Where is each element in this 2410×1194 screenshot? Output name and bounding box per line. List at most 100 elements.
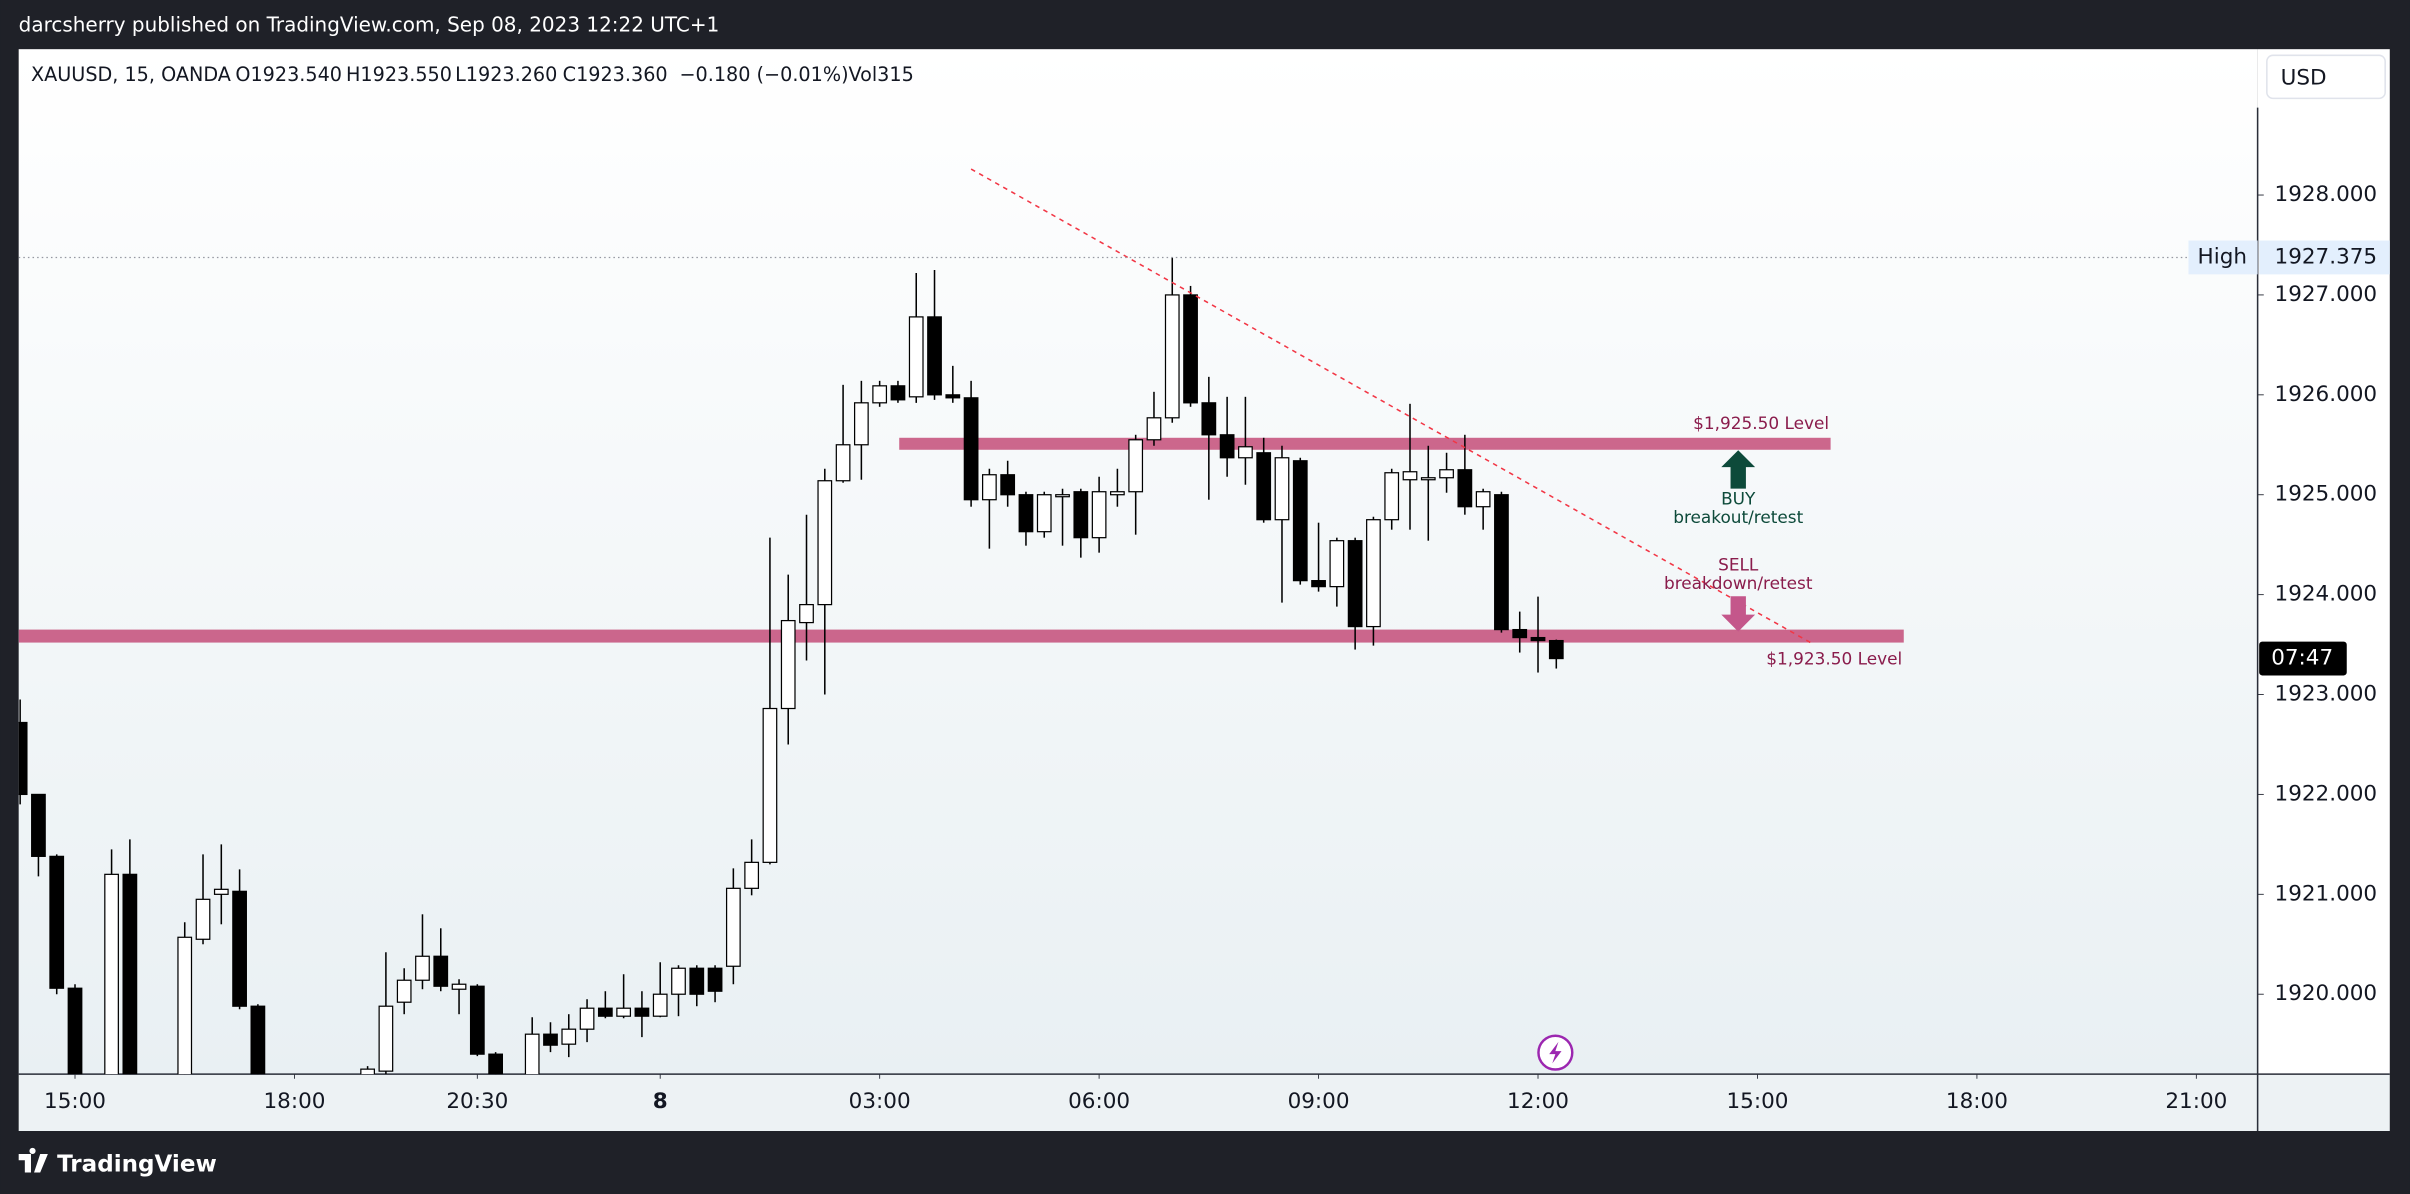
candle-body [1475, 491, 1491, 508]
candle-body [1238, 446, 1253, 459]
candle-body [1512, 628, 1528, 639]
candle-body [1530, 636, 1546, 642]
candle-body [1219, 434, 1235, 459]
candle-body [908, 316, 924, 398]
candle-body [378, 1005, 394, 1072]
legend-item: Vol315 [848, 63, 913, 86]
y-tick-label: 1922.000 [2275, 781, 2378, 806]
candle-body [945, 394, 961, 399]
x-tick-label: 15:00 [1726, 1089, 1788, 1114]
y-tick-label: 1928.000 [2275, 182, 2378, 207]
candle-body [104, 873, 119, 1075]
candle-body [524, 1033, 540, 1075]
sell-arrow [1721, 596, 1756, 632]
candle-body [360, 1068, 375, 1075]
x-tick-label: 20:30 [446, 1089, 508, 1114]
candle-body [1201, 402, 1217, 436]
publish-info: darcsherry published on TradingView.com,… [19, 13, 720, 37]
candle-body [1548, 639, 1564, 660]
candle-body [597, 1007, 613, 1017]
candle-body [1000, 474, 1016, 496]
candle-body [1347, 540, 1363, 628]
candle-body [652, 993, 668, 1017]
candle-body [1311, 580, 1326, 588]
candle-body [1256, 452, 1272, 521]
y-tick-label: 1925.000 [2275, 482, 2378, 507]
buy-arrow [1721, 450, 1756, 489]
candle-body [872, 385, 888, 404]
candle-body [799, 603, 814, 624]
candle-body [762, 707, 778, 863]
candle-body [415, 955, 430, 981]
candle-body [671, 967, 686, 995]
legend-item: O1923.540 [235, 63, 342, 86]
candle-body [1110, 491, 1125, 496]
x-tick-label: 06:00 [1068, 1089, 1130, 1114]
candle-body [1128, 439, 1144, 493]
candle-body [707, 967, 723, 992]
countdown: 07:47 [2271, 646, 2333, 671]
level-zone [899, 437, 1831, 450]
candle-body [1055, 494, 1070, 498]
candle-body [451, 983, 467, 990]
signal-subtitle: breakout/retest [1673, 507, 1803, 527]
candle-body [634, 1007, 650, 1017]
x-tick-label: 21:00 [2165, 1089, 2227, 1114]
legend-item: C1923.360 [563, 63, 668, 86]
y-tick-label: 1920.000 [2275, 981, 2378, 1006]
candle-body [982, 474, 997, 501]
legend-symbol: XAUUSD, 15, OANDA [31, 63, 231, 86]
candle-body [67, 987, 83, 1075]
candle-body [1494, 494, 1509, 631]
candle-body [195, 898, 211, 940]
lightning [1549, 1041, 1562, 1064]
candle-body [853, 402, 869, 446]
x-tick-label: 18:00 [1946, 1089, 2008, 1114]
overlay: XAUUSD, 15, OANDA O1923.540 H1923.550 L1923… [18, 63, 2390, 1114]
currency-label[interactable]: USD [2281, 65, 2327, 90]
candle-body [1091, 491, 1107, 539]
candle-body [1164, 294, 1180, 419]
candle-body [543, 1033, 558, 1046]
signal-title: BUY [1721, 488, 1756, 508]
candle-body [1036, 494, 1052, 533]
high-value-box [2259, 240, 2390, 275]
candle-body [1183, 294, 1198, 404]
candle-body [122, 873, 138, 1075]
candle-body [616, 1007, 632, 1017]
candle-body [1073, 491, 1089, 539]
x-tick-label: 09:00 [1288, 1089, 1350, 1114]
candle-body [835, 444, 851, 482]
currency-button[interactable] [2266, 54, 2386, 100]
candle-body [1274, 457, 1290, 521]
y-tick-label: 1923.000 [2275, 682, 2378, 707]
candle-body [1402, 471, 1418, 481]
high-label-box [2188, 240, 2258, 275]
y-tick-label: 1926.000 [2275, 382, 2378, 407]
high-label: High [2198, 244, 2247, 269]
candle-body [817, 480, 833, 606]
candle-body [744, 861, 760, 889]
candle-body [177, 936, 193, 1075]
trendline [970, 168, 1811, 644]
candle-body [433, 955, 449, 987]
candle-body [232, 890, 247, 1007]
level-label: $1,923.50 Level [1766, 648, 1902, 668]
countdown-box [2259, 641, 2347, 676]
tv-logo [18, 1147, 48, 1173]
candle-body [18, 721, 28, 796]
candle-body [31, 793, 46, 857]
signal-subtitle: breakdown/retest [1664, 573, 1813, 593]
candle-body [488, 1053, 504, 1075]
x-tick-label: 8 [653, 1089, 668, 1114]
candle-body [1457, 469, 1473, 508]
x-tick-label: 03:00 [849, 1089, 911, 1114]
time-axis [18, 1074, 2390, 1131]
logo-mark [18, 1147, 48, 1173]
candle-body [780, 619, 796, 710]
candle-body [927, 316, 942, 396]
candle-body [890, 385, 906, 401]
candle-body [561, 1028, 577, 1045]
